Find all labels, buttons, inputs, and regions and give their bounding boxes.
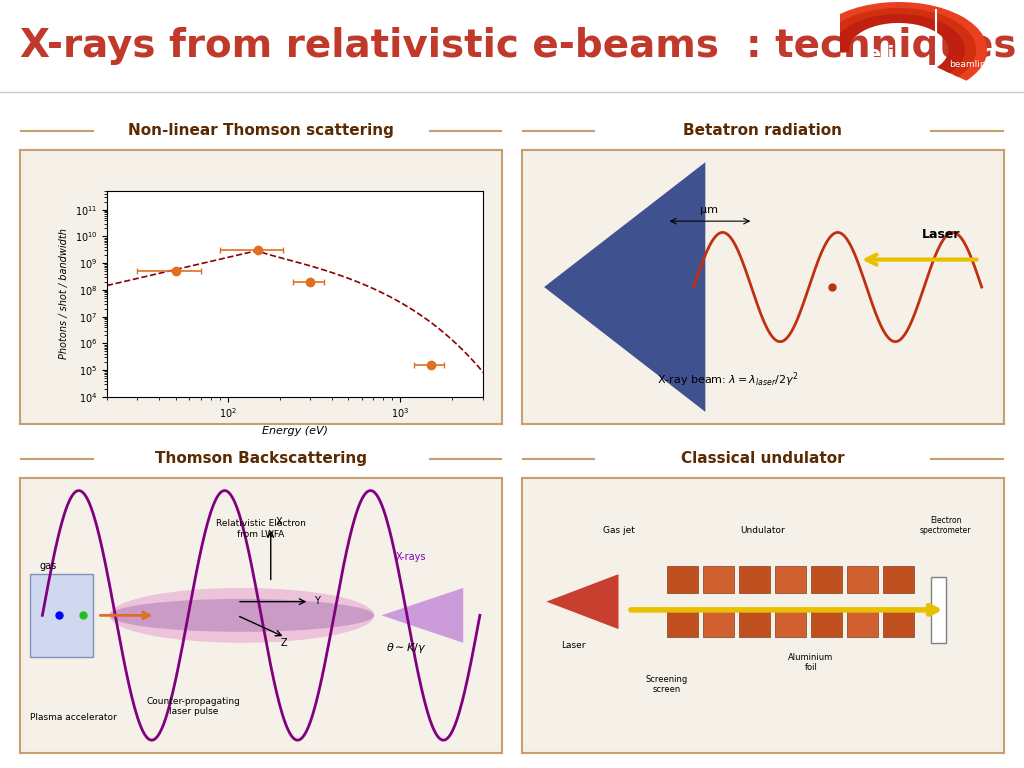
Text: Laser: Laser	[561, 641, 586, 650]
Polygon shape	[544, 162, 706, 412]
Bar	[30, 574, 92, 657]
Bar	[847, 610, 879, 637]
Bar	[883, 610, 914, 637]
Text: Electron
spectrometer: Electron spectrometer	[920, 515, 972, 535]
Bar	[702, 610, 734, 637]
Text: X-rays: X-rays	[396, 552, 426, 562]
Text: Relativistic Electron
from LWFA: Relativistic Electron from LWFA	[216, 519, 306, 538]
Text: gas: gas	[40, 561, 57, 571]
Wedge shape	[810, 2, 987, 81]
Text: $\theta \sim K/\gamma$: $\theta \sim K/\gamma$	[386, 641, 427, 655]
Bar	[739, 610, 770, 637]
Text: X-ray beam: $\lambda= \lambda_{laser}/2\gamma^2$: X-ray beam: $\lambda= \lambda_{laser}/2\…	[657, 370, 799, 389]
Bar	[667, 566, 698, 594]
Text: μm: μm	[700, 205, 718, 215]
Bar	[775, 610, 806, 637]
Polygon shape	[381, 588, 463, 643]
Wedge shape	[821, 8, 976, 77]
Wedge shape	[833, 14, 965, 73]
Text: X-rays from relativistic e-beams  : techniques: X-rays from relativistic e-beams : techn…	[20, 27, 1017, 65]
Text: Counter-propagating
laser pulse: Counter-propagating laser pulse	[146, 697, 241, 717]
Text: Undulator: Undulator	[740, 526, 785, 535]
Text: beamlines: beamlines	[949, 61, 995, 69]
Bar	[775, 566, 806, 594]
Text: Thomson Backscattering: Thomson Backscattering	[155, 452, 368, 466]
Text: Betatron radiation: Betatron radiation	[683, 123, 843, 138]
Text: Laser: Laser	[922, 227, 961, 240]
Bar	[811, 566, 843, 594]
Bar	[932, 577, 946, 643]
Polygon shape	[547, 574, 618, 629]
Text: Non-linear Thomson scattering: Non-linear Thomson scattering	[128, 123, 394, 138]
Ellipse shape	[110, 599, 374, 632]
Text: Screening
screen: Screening screen	[645, 675, 688, 694]
Text: Z: Z	[281, 637, 287, 647]
Bar	[847, 566, 879, 594]
Text: Plasma accelerator: Plasma accelerator	[30, 713, 117, 722]
Text: Gas jet: Gas jet	[602, 526, 635, 535]
Text: eli: eli	[866, 45, 895, 65]
Ellipse shape	[110, 588, 374, 643]
Text: Aluminium
foil: Aluminium foil	[788, 653, 834, 672]
Text: X: X	[275, 517, 283, 527]
Text: Classical undulator: Classical undulator	[681, 452, 845, 466]
Text: Y: Y	[314, 597, 319, 607]
Bar	[667, 610, 698, 637]
Bar	[739, 566, 770, 594]
Bar	[702, 566, 734, 594]
Bar	[811, 610, 843, 637]
Bar	[883, 566, 914, 594]
